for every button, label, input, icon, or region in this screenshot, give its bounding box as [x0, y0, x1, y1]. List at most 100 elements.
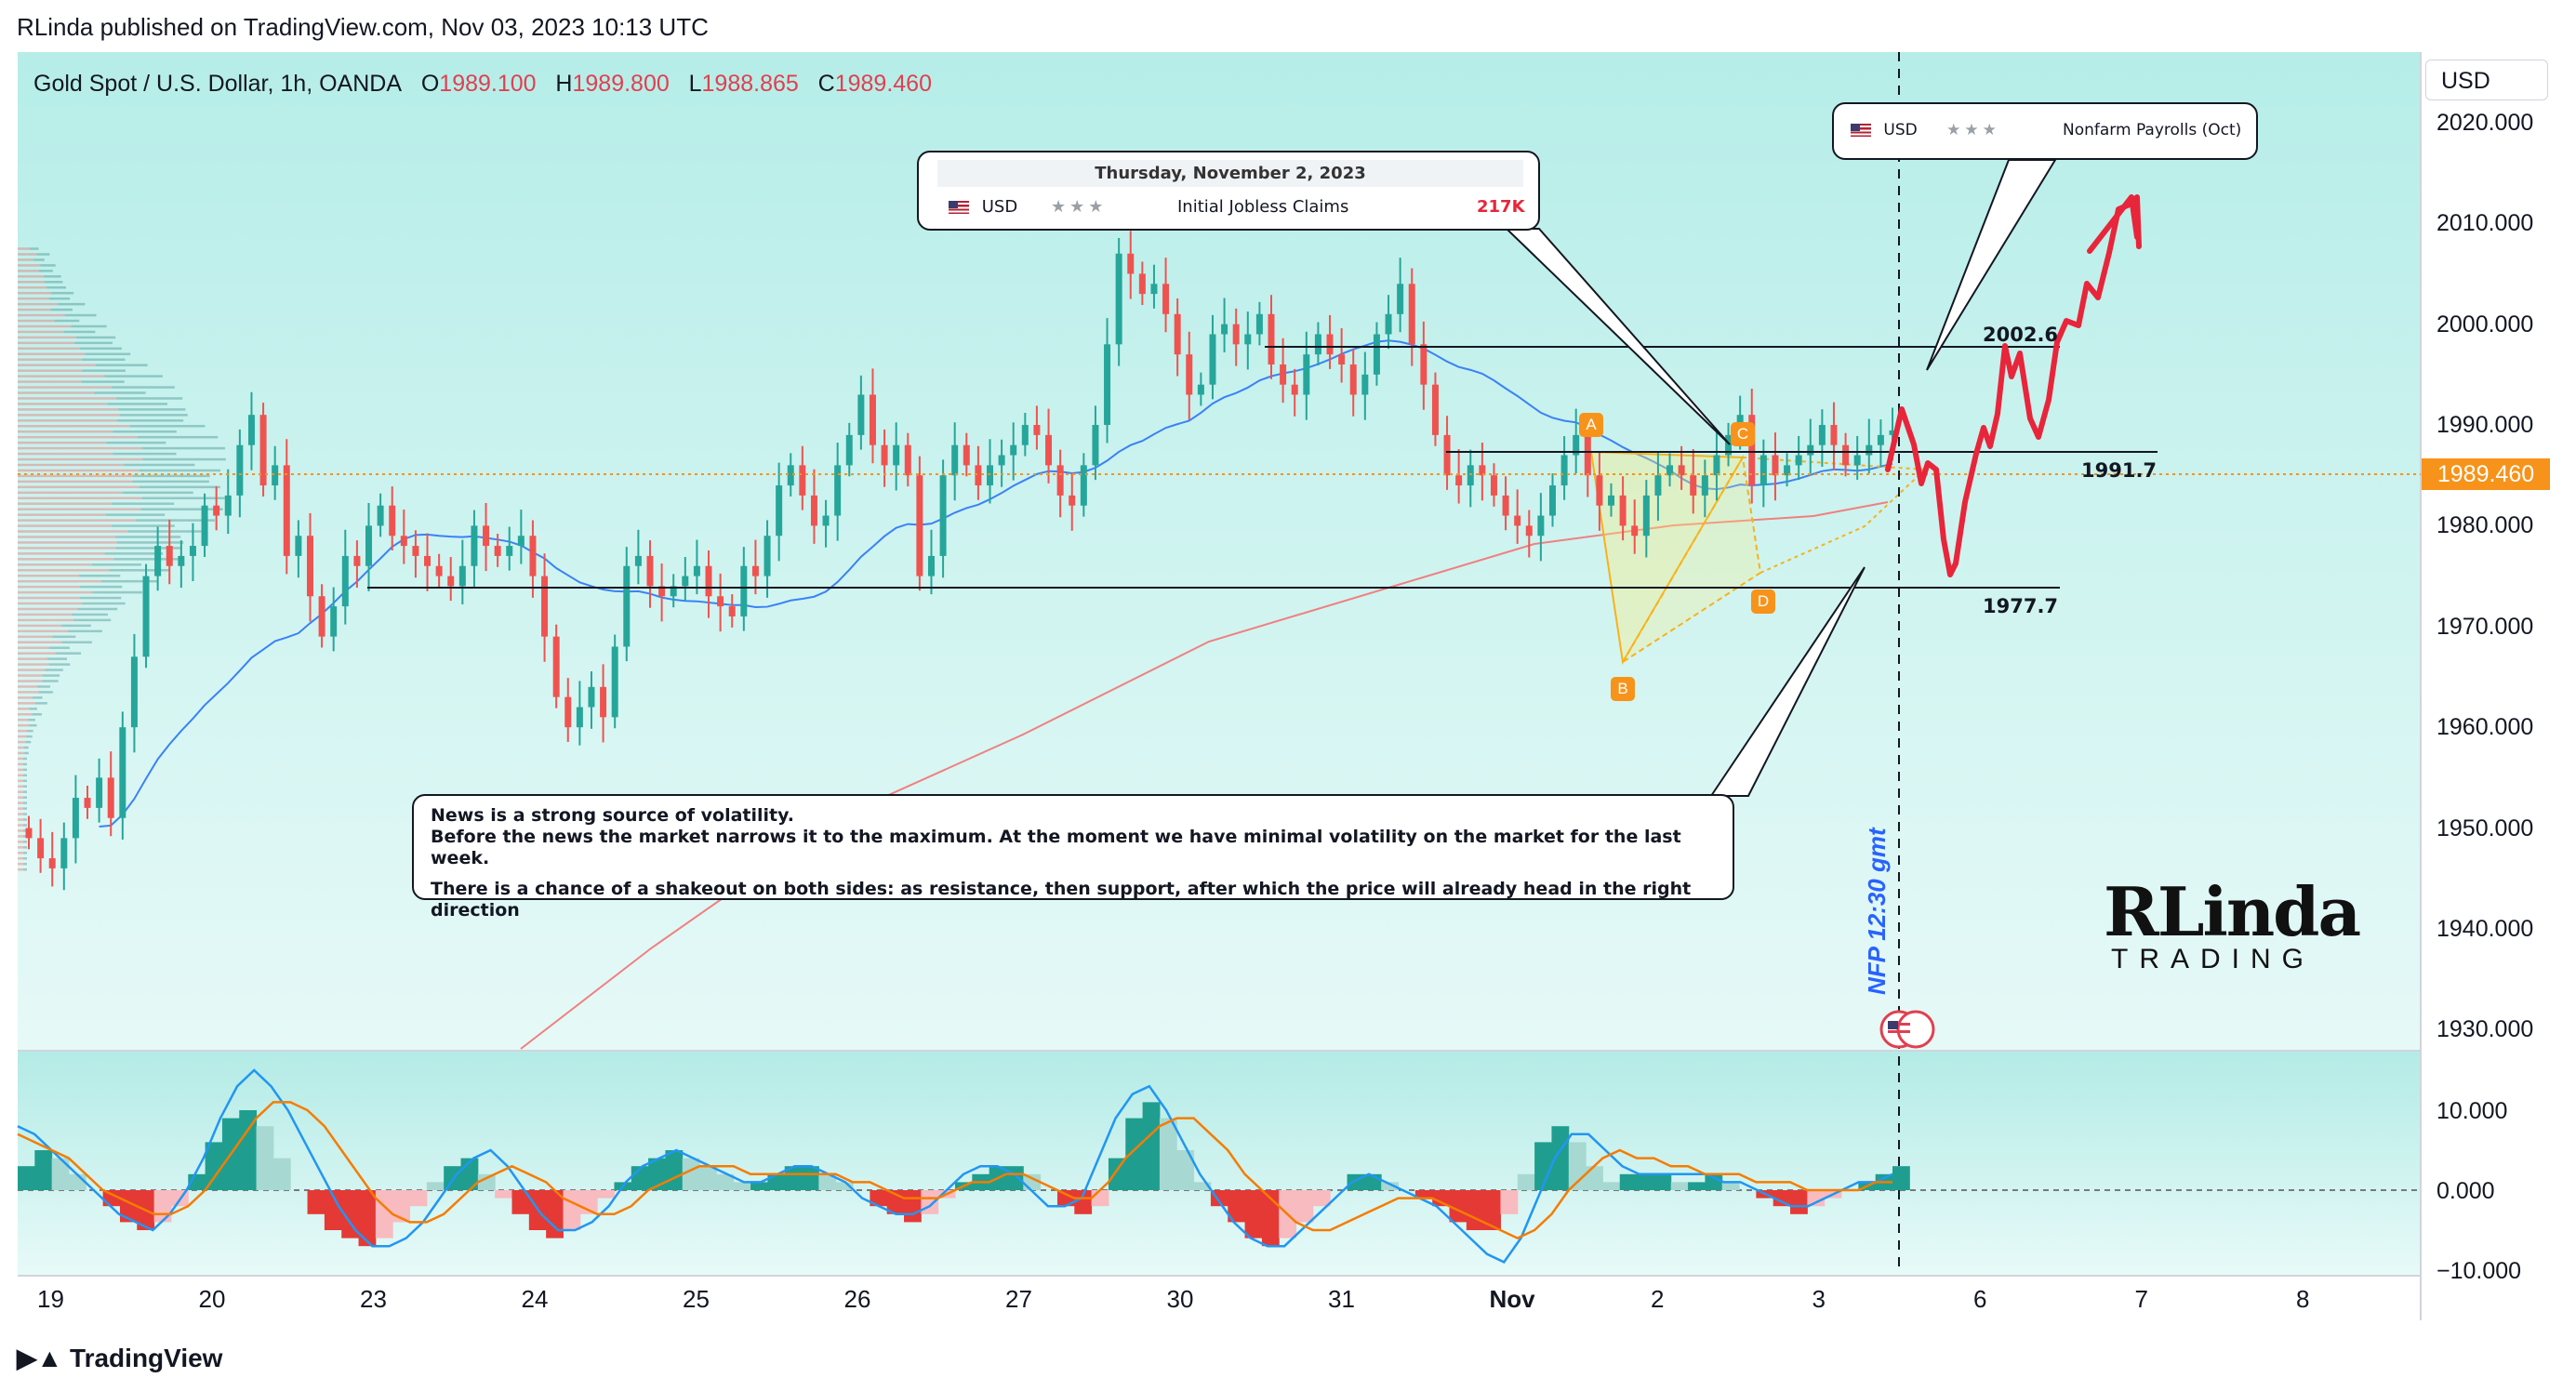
candle-body [247, 415, 255, 445]
profile-bar [18, 574, 80, 577]
candle [1349, 349, 1357, 417]
profile-bar [24, 746, 29, 749]
profile-bar [18, 391, 95, 394]
news-volatility-note[interactable]: News is a strong source of volatility. B… [412, 794, 1734, 921]
osc-histogram-bar [444, 1166, 462, 1190]
candle-body [1818, 425, 1826, 445]
candle [1690, 449, 1697, 514]
candle-body [1268, 313, 1275, 364]
osc-histogram-bar [1091, 1190, 1109, 1207]
pattern-point-c[interactable]: C [1731, 422, 1755, 446]
candle-body [1772, 455, 1779, 476]
profile-bar [18, 708, 30, 710]
profile-bar [18, 829, 23, 832]
candle-body [236, 444, 244, 496]
oscillator-pane[interactable] [18, 1052, 2421, 1275]
tradingview-logo[interactable]: ▶︎▲ TradingView [17, 1343, 222, 1373]
profile-bar [104, 375, 163, 378]
candle-body [1596, 475, 1603, 506]
profile-bar [18, 774, 23, 777]
profile-bar [18, 723, 30, 727]
pattern-point-d[interactable]: D [1751, 590, 1775, 614]
candle-body [1104, 344, 1111, 426]
candle [1772, 432, 1779, 501]
profile-bar [18, 275, 45, 278]
profile-bar [37, 685, 51, 688]
candle [1455, 449, 1463, 504]
profile-bar [18, 818, 23, 821]
profile-bar [141, 446, 225, 450]
profile-bar [55, 652, 82, 655]
candle-body [1092, 425, 1099, 466]
profile-bar [18, 801, 23, 804]
profile-bar [18, 463, 125, 467]
candle-body [705, 565, 712, 597]
brand-line-2: TRADING [2111, 944, 2315, 974]
profile-bar [50, 308, 73, 311]
osc-histogram-bar [1244, 1190, 1263, 1239]
candle-body [189, 546, 196, 556]
candle-body [1608, 495, 1615, 506]
profile-bar [18, 513, 106, 516]
candle [1784, 453, 1791, 487]
jobless-claims-callout[interactable]: Thursday, November 2, 2023 USD ★★★ Initi… [917, 151, 1540, 231]
level-label-upper: 2002.6 [1983, 324, 2059, 346]
profile-bar [38, 691, 53, 694]
nfp-time-label: NFP 12:30 gmt [1863, 828, 1891, 995]
profile-bar [18, 813, 23, 815]
candle [1537, 493, 1545, 562]
candle-body [751, 565, 759, 576]
candle [728, 594, 736, 628]
pattern-point-a[interactable]: A [1579, 413, 1603, 437]
profile-bar [72, 613, 108, 616]
profile-bar [18, 868, 23, 871]
profile-bar [61, 641, 92, 644]
profile-bar [52, 635, 76, 639]
osc-histogram-bar [1721, 1182, 1740, 1190]
candle-body [1690, 475, 1697, 496]
price-tick: 1950.000 [2437, 815, 2534, 841]
currency-button[interactable]: USD [2425, 60, 2548, 100]
candle-body [1584, 434, 1591, 476]
profile-bar [18, 452, 113, 456]
candle-body [412, 546, 419, 556]
profile-bar [18, 663, 49, 666]
candle [306, 512, 313, 622]
profile-bar [94, 391, 146, 394]
profile-bar [73, 618, 112, 622]
profile-bar [127, 530, 202, 533]
us-flag-event-icon [1879, 1010, 1935, 1049]
candle [1268, 295, 1275, 379]
candle [541, 553, 549, 662]
profile-bar [18, 646, 49, 649]
price-tick: 1960.000 [2437, 714, 2534, 741]
profile-bar [18, 841, 23, 843]
osc-histogram-bar [426, 1182, 445, 1190]
candle [717, 573, 724, 632]
event-actual-value: 217K [1477, 197, 1525, 217]
profile-bar [23, 818, 27, 821]
candle-body [1548, 485, 1556, 516]
candle-body [634, 555, 642, 566]
nonfarm-payrolls-callout[interactable]: USD ★★★ Nonfarm Payrolls (Oct) [1832, 102, 2258, 160]
pattern-point-b[interactable]: B [1611, 677, 1635, 701]
profile-bar [95, 364, 148, 366]
candle-body [435, 565, 443, 576]
candle-body [1314, 334, 1321, 355]
price-tick: 2020.000 [2437, 109, 2534, 136]
osc-histogram-bar [1619, 1173, 1638, 1190]
osc-histogram-bar [597, 1190, 615, 1199]
profile-bar [18, 364, 96, 366]
candle [682, 557, 689, 602]
symbol-title[interactable]: Gold Spot / U.S. Dollar, 1h, OANDA [33, 71, 402, 97]
profile-bar [18, 285, 47, 289]
profile-bar [18, 380, 82, 383]
candle [1666, 453, 1674, 487]
candle-body [963, 444, 970, 466]
candle-body [576, 707, 583, 728]
candle-body [330, 606, 338, 637]
candle-body [717, 596, 724, 607]
osc-histogram-bar [358, 1190, 377, 1247]
profile-bar [80, 585, 123, 589]
